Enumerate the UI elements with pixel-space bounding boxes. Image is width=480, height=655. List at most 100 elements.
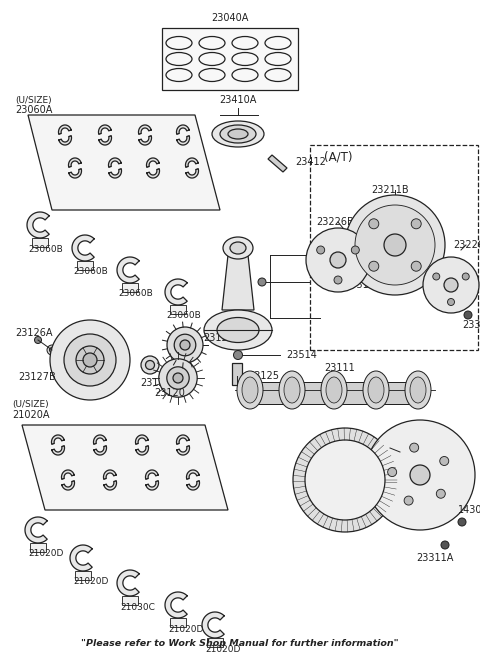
Text: 23120: 23120: [155, 388, 185, 398]
Ellipse shape: [49, 348, 55, 352]
Ellipse shape: [384, 234, 406, 256]
Ellipse shape: [217, 318, 259, 343]
Text: 23060B: 23060B: [166, 312, 201, 320]
Bar: [232, 363, 242, 385]
Polygon shape: [99, 136, 111, 145]
Ellipse shape: [279, 371, 305, 409]
Polygon shape: [139, 136, 152, 145]
Ellipse shape: [404, 496, 413, 505]
Polygon shape: [98, 125, 111, 134]
Polygon shape: [94, 435, 106, 444]
Text: 23125: 23125: [248, 371, 279, 381]
Ellipse shape: [141, 356, 159, 374]
Ellipse shape: [47, 345, 57, 355]
Polygon shape: [27, 212, 49, 238]
Ellipse shape: [76, 346, 104, 374]
Polygon shape: [117, 570, 139, 596]
Polygon shape: [139, 125, 151, 134]
Ellipse shape: [368, 377, 384, 403]
Ellipse shape: [441, 541, 449, 549]
Ellipse shape: [409, 443, 419, 452]
Text: 23410A: 23410A: [219, 95, 257, 105]
Ellipse shape: [464, 311, 472, 319]
Polygon shape: [222, 255, 254, 310]
Ellipse shape: [388, 468, 396, 477]
Polygon shape: [28, 115, 220, 210]
Polygon shape: [297, 382, 329, 404]
Polygon shape: [339, 382, 371, 404]
Ellipse shape: [317, 246, 324, 254]
Polygon shape: [146, 158, 159, 167]
Polygon shape: [146, 481, 158, 490]
Polygon shape: [104, 481, 117, 490]
Ellipse shape: [365, 420, 475, 530]
Ellipse shape: [167, 367, 189, 389]
Polygon shape: [177, 435, 189, 444]
Polygon shape: [187, 470, 199, 479]
Ellipse shape: [230, 242, 246, 254]
Text: 21020D: 21020D: [205, 645, 240, 654]
Ellipse shape: [204, 310, 272, 350]
Ellipse shape: [237, 371, 263, 409]
Text: 21020A: 21020A: [12, 410, 49, 420]
Polygon shape: [202, 612, 224, 638]
Polygon shape: [136, 445, 148, 455]
Polygon shape: [177, 136, 190, 145]
Text: 23510: 23510: [344, 280, 375, 290]
Bar: [310, 145, 478, 350]
Text: 23123: 23123: [203, 333, 234, 343]
Ellipse shape: [167, 327, 203, 363]
Ellipse shape: [306, 228, 370, 292]
Polygon shape: [109, 168, 121, 178]
Ellipse shape: [411, 219, 421, 229]
Ellipse shape: [330, 252, 346, 268]
Text: 23514: 23514: [286, 350, 317, 360]
Text: "Please refer to Work Shop Manual for further information": "Please refer to Work Shop Manual for fu…: [81, 639, 399, 648]
Ellipse shape: [458, 518, 466, 526]
Text: 23412: 23412: [295, 157, 326, 167]
Text: 23513: 23513: [316, 277, 347, 287]
Ellipse shape: [444, 278, 458, 292]
Ellipse shape: [433, 273, 440, 280]
Ellipse shape: [410, 465, 430, 485]
Text: 21030C: 21030C: [120, 603, 155, 612]
Ellipse shape: [369, 261, 379, 271]
Bar: [30, 543, 46, 552]
Ellipse shape: [334, 276, 342, 284]
Ellipse shape: [212, 121, 264, 147]
Text: 23060A: 23060A: [15, 105, 52, 115]
Polygon shape: [185, 158, 198, 167]
Ellipse shape: [436, 489, 445, 498]
Ellipse shape: [462, 273, 469, 280]
Ellipse shape: [223, 237, 253, 259]
Ellipse shape: [423, 257, 479, 313]
Polygon shape: [59, 136, 72, 145]
Ellipse shape: [405, 371, 431, 409]
Polygon shape: [255, 382, 287, 404]
Bar: [122, 283, 138, 292]
Text: 23060B: 23060B: [73, 267, 108, 276]
Ellipse shape: [440, 457, 449, 466]
Ellipse shape: [220, 125, 256, 143]
Bar: [170, 305, 186, 314]
Ellipse shape: [50, 320, 130, 400]
Polygon shape: [62, 481, 74, 490]
Text: 23060B: 23060B: [118, 290, 153, 299]
Text: (A/T): (A/T): [324, 151, 352, 164]
Polygon shape: [268, 155, 287, 172]
Polygon shape: [187, 481, 200, 490]
Ellipse shape: [411, 261, 421, 271]
Ellipse shape: [410, 377, 426, 403]
Ellipse shape: [258, 278, 266, 286]
Bar: [122, 596, 138, 605]
Text: 21020D: 21020D: [28, 550, 63, 559]
Bar: [77, 261, 93, 270]
Polygon shape: [22, 425, 228, 510]
Ellipse shape: [321, 371, 347, 409]
Ellipse shape: [305, 440, 385, 520]
Polygon shape: [94, 445, 107, 455]
Ellipse shape: [242, 377, 258, 403]
Polygon shape: [381, 382, 413, 404]
Ellipse shape: [345, 195, 445, 295]
Polygon shape: [52, 445, 64, 455]
